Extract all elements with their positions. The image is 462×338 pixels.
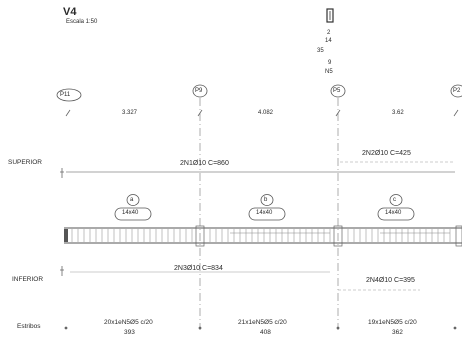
detail-char: 35	[317, 48, 324, 54]
column-bubble-p11	[56, 88, 82, 102]
column-bubble-p9	[192, 84, 208, 98]
detail-char: 14	[325, 38, 332, 44]
section-id-b: b	[264, 197, 268, 203]
stirrup-length-b: 408	[260, 329, 271, 336]
span-length-2: 4.082	[258, 110, 274, 116]
column-label-p11: P11	[60, 92, 71, 98]
column-label-p2: P2	[453, 88, 461, 94]
row-label-estribos: Estribos	[17, 323, 41, 330]
detail-char: N5	[325, 69, 333, 75]
stirrup-length-c: 362	[392, 329, 403, 336]
stirrup-length-a: 393	[124, 329, 135, 336]
row-label-superior: SUPERIOR	[8, 159, 42, 166]
column-label-p9: P9	[195, 88, 203, 94]
stirrup-label-b: 21x1eN5Ø5 c/20	[238, 319, 287, 326]
column-axes	[199, 98, 339, 330]
column-bubble-p5	[330, 84, 346, 98]
stirrup-label-c: 19x1eN5Ø5 c/20	[368, 319, 417, 326]
bottom-bar-n4: 2N4Ø10 C=395	[366, 277, 415, 284]
top-bar-n2: 2N2Ø10 C=425	[362, 150, 411, 157]
section-id-c: c	[393, 197, 396, 203]
beam-elevation	[64, 225, 462, 247]
section-id-a: a	[130, 197, 134, 203]
row-label-inferior: INFERIOR	[12, 276, 44, 283]
detail-char: 9	[328, 60, 332, 66]
stirrup-label-a: 20x1eN5Ø5 c/20	[104, 319, 153, 326]
section-detail-icon	[326, 8, 334, 23]
beam-title: V4	[63, 6, 77, 18]
row-markers	[60, 168, 457, 330]
span-length-3: 3.62	[392, 110, 404, 116]
column-bubble-p2	[450, 84, 462, 98]
scale-label: Escala 1:50	[66, 19, 98, 25]
section-bubbles	[114, 194, 415, 221]
bottom-bar-n3: 2N3Ø10 C=834	[174, 265, 223, 272]
column-label-p5: P5	[333, 88, 341, 94]
section-size-b: 14x40	[256, 210, 273, 216]
dimension-ticks	[65, 109, 459, 117]
detail-char: 2	[327, 30, 331, 36]
section-size-a: 14x40	[122, 210, 139, 216]
section-size-c: 14x40	[385, 210, 402, 216]
top-bar-n1: 2N1Ø10 C=860	[180, 160, 229, 167]
span-length-1: 3.327	[122, 110, 138, 116]
